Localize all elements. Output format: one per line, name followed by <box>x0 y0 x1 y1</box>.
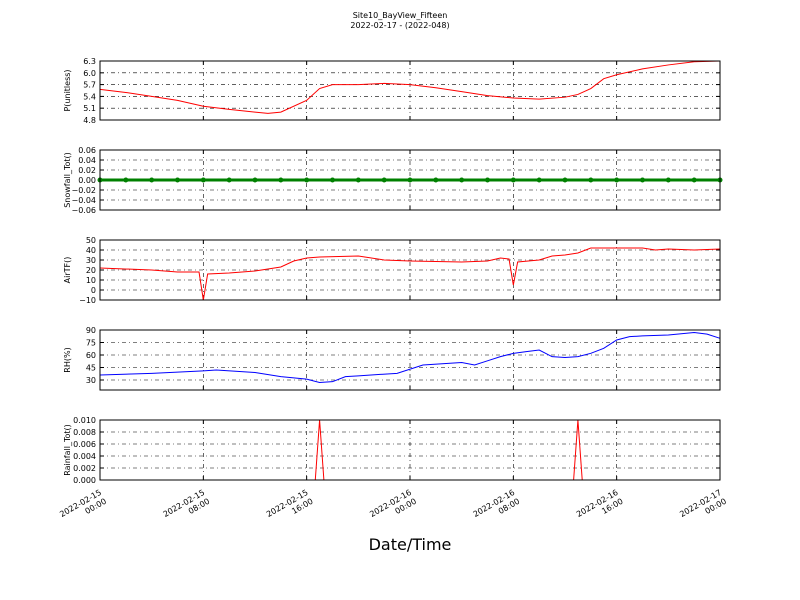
data-line <box>99 331 721 384</box>
y-tick-label: −10 <box>79 296 96 305</box>
data-point <box>226 177 232 183</box>
y-tick-label: 4.8 <box>83 116 96 125</box>
data-point <box>252 177 258 183</box>
y-axis-label: AirTF() <box>63 257 72 284</box>
data-point <box>149 177 155 183</box>
y-tick-label: 5.7 <box>83 81 96 90</box>
y-tick-label: 0.00 <box>78 176 96 185</box>
y-tick-label: 40 <box>86 246 96 255</box>
y-axis-label: P(unitless) <box>63 69 72 111</box>
y-tick-label: 0.06 <box>78 146 96 155</box>
y-tick-label: 0 <box>91 286 96 295</box>
data-point <box>562 177 568 183</box>
data-point <box>407 177 413 183</box>
data-line <box>99 60 721 114</box>
y-tick-label: 6.0 <box>83 69 96 78</box>
plot-frame <box>99 149 721 211</box>
data-point <box>536 177 542 183</box>
y-tick-label: 50 <box>86 236 96 245</box>
y-axis-label: Rainfall_Tot() <box>63 424 72 476</box>
plot-frame <box>99 329 721 391</box>
y-tick-label: 5.4 <box>83 92 96 101</box>
data-point <box>381 177 387 183</box>
y-tick-label: 6.3 <box>83 57 96 66</box>
y-tick-label: 30 <box>86 376 96 385</box>
y-tick-label: 0.006 <box>73 440 96 449</box>
data-point <box>588 177 594 183</box>
y-tick-label: 75 <box>86 339 96 348</box>
x-tick-label: 2022-02-1600:00 <box>368 488 418 528</box>
x-tick-label: 2022-02-1700:00 <box>678 488 728 528</box>
x-tick-label: 2022-02-1500:00 <box>58 488 108 528</box>
y-tick-label: −0.02 <box>71 186 96 195</box>
y-tick-label: 90 <box>86 326 96 335</box>
data-point <box>200 177 206 183</box>
y-tick-label: 30 <box>86 256 96 265</box>
data-line <box>99 247 721 301</box>
y-tick-label: 5.1 <box>83 104 96 113</box>
data-point <box>433 177 439 183</box>
x-axis-label: Date/Time <box>369 535 452 554</box>
y-tick-label: 10 <box>86 276 96 285</box>
data-point <box>123 177 129 183</box>
data-point <box>278 177 284 183</box>
data-point <box>459 177 465 183</box>
data-point <box>175 177 180 183</box>
y-tick-label: 0.010 <box>73 416 96 425</box>
plot-frame <box>99 239 721 301</box>
y-tick-label: 0.000 <box>73 476 96 485</box>
plot-frame <box>99 419 721 481</box>
y-axis-label: RH(%) <box>63 347 72 372</box>
x-tick-label: 2022-02-1616:00 <box>575 488 625 528</box>
data-point <box>665 177 671 183</box>
data-point <box>510 177 516 183</box>
data-point <box>330 177 335 183</box>
x-tick-label: 2022-02-1608:00 <box>472 488 522 528</box>
y-axis-label: Snowfall_Tot() <box>63 152 72 208</box>
data-point <box>614 177 620 183</box>
data-point <box>304 177 310 183</box>
data-point <box>691 177 697 183</box>
y-tick-label: 0.002 <box>73 464 96 473</box>
y-tick-label: 45 <box>86 364 96 373</box>
y-tick-label: 20 <box>86 266 96 275</box>
y-tick-label: 0.04 <box>78 156 96 165</box>
data-point <box>355 177 361 183</box>
x-tick-label: 2022-02-1516:00 <box>265 488 315 528</box>
y-tick-label: −0.04 <box>71 196 96 205</box>
y-tick-label: −0.06 <box>71 206 96 215</box>
figure-subtitle: 2022-02-17 - (2022-048) <box>350 21 449 30</box>
data-point <box>640 177 645 183</box>
data-point <box>485 177 490 183</box>
figure-title: Site10_BayView_Fifteen <box>353 11 448 20</box>
x-tick-label: 2022-02-1508:00 <box>162 488 212 528</box>
y-tick-label: 60 <box>86 351 96 360</box>
y-tick-label: 0.004 <box>73 452 96 461</box>
plot-frame <box>99 60 721 121</box>
y-tick-label: 0.008 <box>73 428 96 437</box>
y-tick-label: 0.02 <box>78 166 96 175</box>
